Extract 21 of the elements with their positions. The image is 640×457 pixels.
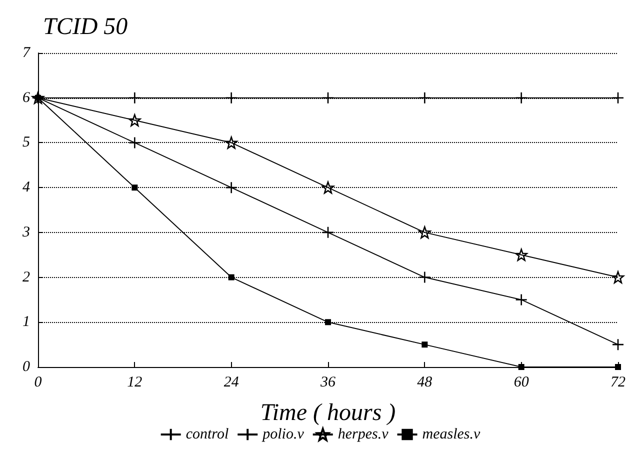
chart-title: TCID 50 [43, 14, 128, 40]
x-tick-label: 36 [320, 374, 336, 390]
y-tick-label: 6 [22, 90, 30, 106]
legend-label: control [186, 426, 229, 442]
y-tick-label: 2 [22, 269, 30, 286]
legend-label: measles.v [422, 426, 480, 442]
x-tick-label: 12 [127, 374, 143, 390]
x-tick-label: 72 [610, 374, 626, 390]
y-tick-label: 1 [22, 314, 30, 330]
y-tick-label: 5 [22, 134, 30, 151]
y-tick-label: 4 [22, 180, 30, 196]
x-tick-label: 0 [34, 374, 42, 390]
x-axis-title: Time ( hours ) [260, 400, 396, 426]
y-tick-label: 7 [22, 45, 32, 61]
x-tick-label: 48 [417, 374, 433, 390]
legend-label: polio.v [262, 426, 304, 442]
y-tick-label: 0 [22, 359, 30, 375]
legend-label: herpes.v [338, 426, 389, 442]
x-tick-label: 24 [224, 374, 240, 390]
x-tick-label: 60 [514, 374, 530, 390]
y-tick-label: 3 [22, 224, 30, 240]
